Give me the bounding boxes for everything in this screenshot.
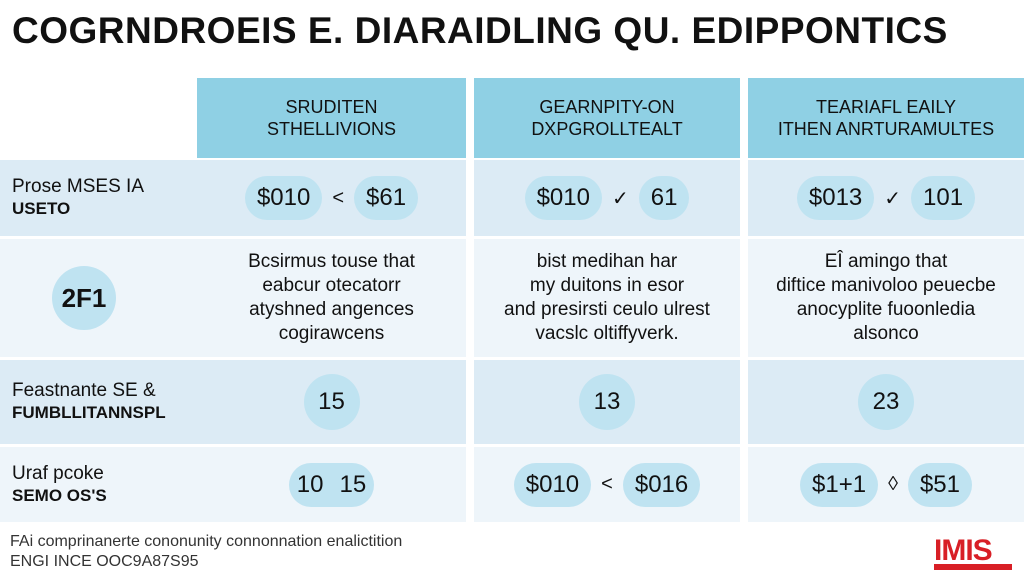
brand-logo-text: IMIS xyxy=(934,534,993,567)
value-pill: $013 xyxy=(796,176,875,220)
row-label-text: Feastnante SE & xyxy=(12,380,156,401)
row-label-text: Uraf pcoke xyxy=(12,462,104,484)
diamond-icon: ◊ xyxy=(888,473,898,495)
value-separator: < xyxy=(601,473,613,495)
value-pill: $1+1 xyxy=(800,462,879,507)
value-circle: 13 xyxy=(579,374,635,430)
footer-note: FAi comprinanerte cononunity connonnatio… xyxy=(10,532,402,572)
table-cell: EÎ amingo that diftice manivoloo peuecbe… xyxy=(748,239,1024,357)
comparison-table: SRUDITEN STHELLIVIONS GEARNPITY-ON DXPGR… xyxy=(0,74,1024,522)
value-pill: 10 xyxy=(288,462,332,507)
value-pill: $010 xyxy=(524,176,602,220)
page-title: COGRNDROEIS E. DIARAIDLING QU. EDIPPONTI… xyxy=(12,10,948,51)
table-row: Prose MSES IA USETO $010 < $61 $010 ✓ 61… xyxy=(0,160,1024,236)
row-label-badge: 2F1 xyxy=(52,266,116,330)
column-header-2-line1: GEARNPITY-ON xyxy=(539,97,675,117)
table-cell: bist medihan har my duitons in esor and … xyxy=(474,239,740,357)
table-cell: $013 ✓ 101 xyxy=(748,160,1024,236)
row-label: Prose MSES IA USETO xyxy=(0,160,193,236)
value-pill: 15 xyxy=(331,462,375,507)
column-divider xyxy=(740,158,748,522)
brand-logo-bar xyxy=(934,564,1012,570)
row-label-sub: FUMBLLITANNSPL xyxy=(12,403,166,422)
footer-line-2: ENGI INCE OOC9A87S95 xyxy=(10,553,199,570)
cell-description: bist medihan har my duitons in esor and … xyxy=(504,251,710,344)
row-label: Feastnante SE & FUMBLLITANNSPL xyxy=(0,360,193,444)
table-row: Feastnante SE & FUMBLLITANNSPL 15 13 23 xyxy=(0,360,1024,444)
footer-line-1: FAi comprinanerte cononunity connonnatio… xyxy=(10,533,403,550)
table-row: 2F1 Bcsirmus touse that eabcur otecatorr… xyxy=(0,239,1024,357)
table-cell: 10 15 xyxy=(197,447,466,522)
row-label: 2F1 xyxy=(0,239,193,357)
table-cell: $010 < $61 xyxy=(197,160,466,236)
table-cell: Bcsirmus touse that eabcur otecatorr aty… xyxy=(197,239,466,357)
cell-description: EÎ amingo that diftice manivoloo peuecbe… xyxy=(776,251,996,344)
value-pill: $51 xyxy=(907,462,972,507)
column-header-2-line2: DXPGROLLTEALT xyxy=(531,119,683,139)
table-cell: 23 xyxy=(748,360,1024,444)
check-icon: ✓ xyxy=(611,187,629,210)
row-label-sub: USETO xyxy=(12,199,71,218)
column-divider xyxy=(466,158,474,522)
table-row: Uraf pcoke SEMO OS'S 10 15 $010 < $016 $… xyxy=(0,447,1024,522)
table-cell: $010 ✓ 61 xyxy=(474,160,740,236)
row-label-sub: SEMO OS'S xyxy=(12,485,107,505)
row-label: Uraf pcoke SEMO OS'S xyxy=(0,447,193,522)
value-pill: $010 xyxy=(513,462,592,507)
column-header-3-line1: TEARIAFL EAILY xyxy=(815,97,957,117)
table-cell: 15 xyxy=(197,360,466,444)
value-pill: 101 xyxy=(911,176,976,220)
cell-description: Bcsirmus touse that eabcur otecatorr aty… xyxy=(248,251,415,344)
brand-logo: IMIS xyxy=(934,534,1014,572)
table-cell: 13 xyxy=(474,360,740,444)
value-pill: $016 xyxy=(622,462,701,507)
column-header-3: TEARIAFL EAILY ITHEN ANRTURAMULTES xyxy=(748,78,1024,158)
column-header-1-line1: SRUDITEN xyxy=(285,97,378,117)
column-header-2: GEARNPITY-ON DXPGROLLTEALT xyxy=(474,78,740,158)
value-circle: 15 xyxy=(303,374,360,430)
value-circle: 23 xyxy=(858,374,914,430)
value-separator: < xyxy=(332,186,345,209)
table-cell: $010 < $016 xyxy=(474,447,740,522)
check-icon: ✓ xyxy=(884,187,902,210)
column-header-3-line2: ITHEN ANRTURAMULTES xyxy=(777,119,995,139)
value-pill: 61 xyxy=(638,176,690,220)
column-header-1: SRUDITEN STHELLIVIONS xyxy=(197,78,466,158)
column-header-1-line2: STHELLIVIONS xyxy=(266,119,397,139)
table-cell: $1+1 ◊ $51 xyxy=(748,447,1024,522)
row-label-text: Prose MSES IA xyxy=(12,176,144,197)
value-pill: $010 xyxy=(244,176,323,220)
value-pill: $61 xyxy=(354,176,419,220)
